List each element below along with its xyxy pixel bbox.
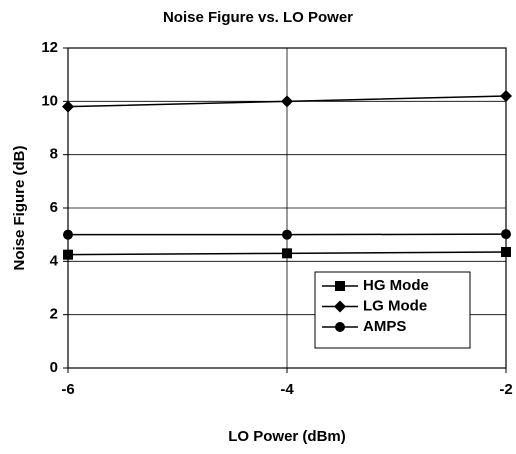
- plot-area: [67, 47, 507, 369]
- x-tick-label: -6: [61, 381, 74, 398]
- y-tick-label: 10: [41, 92, 58, 109]
- chart-title: Noise Figure vs. LO Power: [163, 9, 353, 26]
- marker: [282, 248, 292, 259]
- marker: [334, 300, 346, 313]
- x-tick-label: -2: [499, 381, 512, 398]
- y-tick-label: 0: [50, 359, 58, 376]
- marker: [335, 281, 345, 291]
- marker: [500, 90, 512, 102]
- marker: [62, 100, 74, 113]
- x-tick-label: -4: [280, 381, 294, 398]
- x-axis-label: LO Power (dBm): [228, 428, 346, 445]
- y-tick-label: 2: [50, 306, 58, 323]
- marker: [501, 247, 511, 257]
- marker: [281, 95, 293, 108]
- marker: [501, 229, 511, 240]
- legend-label: HG Mode: [363, 277, 429, 294]
- y-tick-label: 8: [50, 146, 58, 163]
- y-axis-label: Noise Figure (dB): [11, 145, 28, 270]
- legend-label: AMPS: [363, 318, 406, 335]
- y-tick-label: 12: [41, 39, 58, 56]
- marker: [282, 229, 292, 240]
- y-tick-label: 6: [50, 199, 58, 216]
- y-tick-label: 4: [50, 252, 59, 269]
- legend-label: LG Mode: [363, 297, 427, 314]
- marker: [335, 322, 345, 332]
- marker: [63, 249, 73, 260]
- marker: [63, 229, 73, 240]
